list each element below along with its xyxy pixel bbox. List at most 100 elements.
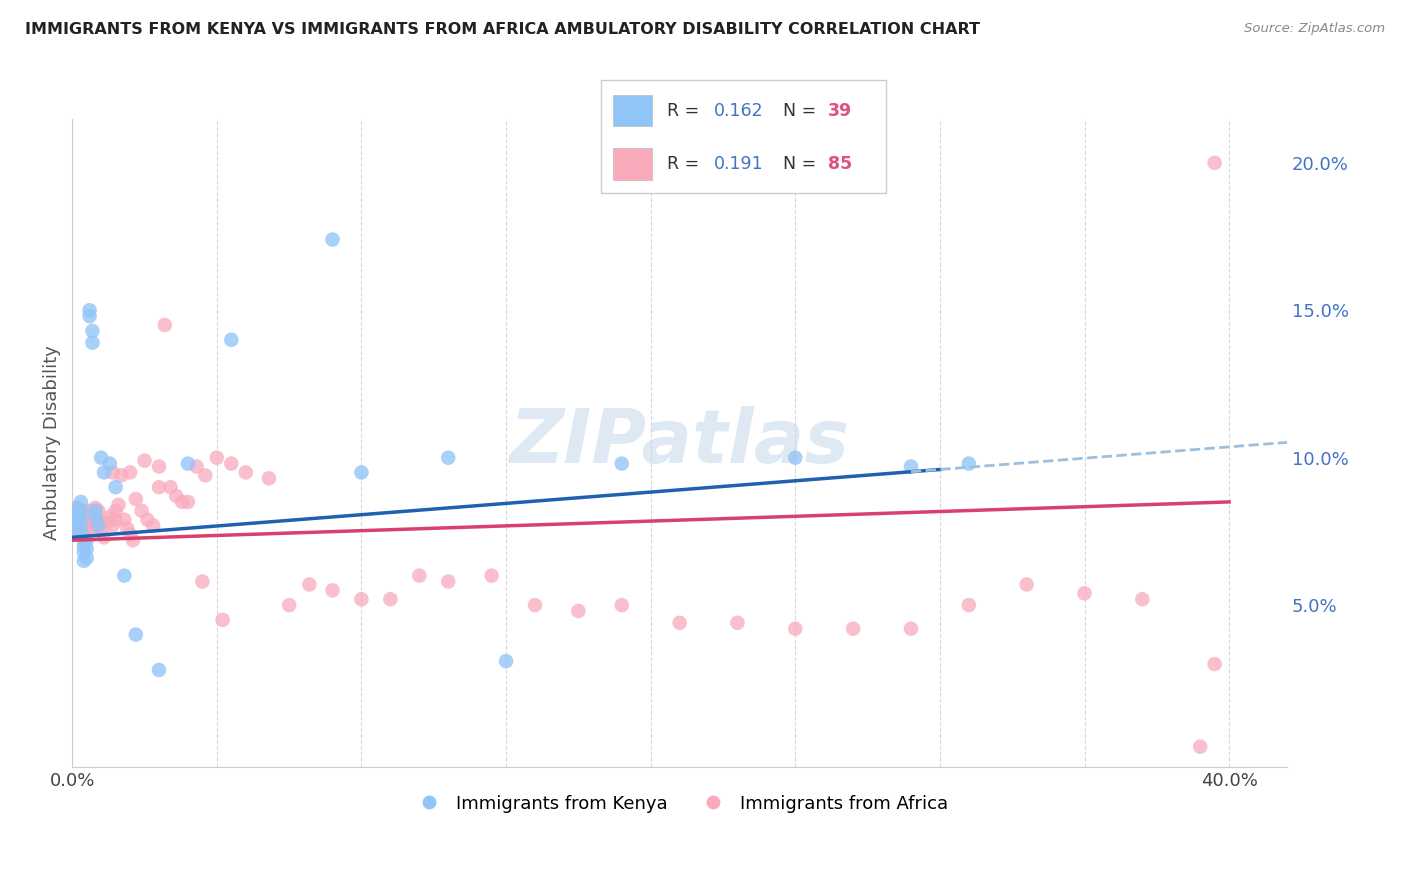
Point (350, 466, 373, 480)
Point (98, 509, 121, 524)
Point (142, 518, 165, 533)
Point (186, 459, 208, 474)
Point (79, 303, 101, 318)
Point (191, 574, 214, 589)
Point (437, 450, 460, 465)
Point (82, 521, 104, 535)
Point (66, 513, 89, 527)
FancyBboxPatch shape (613, 148, 651, 179)
Point (73, 533, 96, 548)
Text: N =: N = (783, 102, 821, 120)
Point (104, 504, 127, 518)
Point (76, 533, 98, 548)
Point (134, 453, 156, 467)
Point (73, 554, 96, 568)
Point (79, 509, 101, 524)
Point (1073, 586, 1095, 600)
Point (148, 663, 170, 677)
Point (211, 613, 233, 627)
Point (131, 504, 153, 518)
Point (76, 521, 98, 535)
Point (221, 457, 243, 471)
Point (524, 598, 547, 612)
Point (257, 471, 280, 485)
Point (278, 598, 301, 612)
Point (298, 577, 321, 591)
Point (66, 504, 89, 518)
Point (73, 516, 96, 530)
Point (90, 516, 112, 530)
Point (104, 480, 127, 494)
Point (120, 466, 142, 480)
Point (842, 622, 865, 636)
Point (900, 622, 922, 636)
Point (668, 615, 690, 630)
Point (408, 568, 430, 582)
Point (87, 518, 110, 533)
Point (495, 654, 517, 668)
Point (84, 518, 107, 533)
Text: N =: N = (783, 155, 821, 173)
Point (76, 550, 98, 565)
Point (610, 457, 633, 471)
Point (115, 521, 138, 535)
Text: 39: 39 (828, 102, 852, 120)
Point (104, 513, 127, 527)
Point (79, 309, 101, 323)
Point (221, 333, 243, 347)
Point (1189, 739, 1212, 754)
Point (380, 592, 402, 607)
Point (63, 513, 86, 527)
Point (82, 324, 104, 338)
Point (350, 592, 373, 607)
Point (84, 509, 107, 524)
Point (96, 516, 118, 530)
Point (1015, 577, 1038, 591)
Point (70, 495, 93, 509)
Point (785, 622, 807, 636)
Text: 0.191: 0.191 (714, 155, 763, 173)
Text: 0.162: 0.162 (714, 102, 763, 120)
Point (93, 466, 115, 480)
Point (125, 627, 148, 641)
FancyBboxPatch shape (600, 79, 886, 194)
Point (194, 468, 217, 483)
Point (66, 524, 89, 539)
Point (437, 574, 460, 589)
Point (1130, 592, 1153, 607)
Point (148, 480, 170, 494)
Text: ZIPatlas: ZIPatlas (509, 407, 849, 480)
Point (73, 545, 96, 559)
Point (177, 495, 200, 509)
Point (63, 504, 86, 518)
Point (122, 533, 145, 548)
Legend: Immigrants from Kenya, Immigrants from Africa: Immigrants from Kenya, Immigrants from A… (404, 788, 955, 820)
Point (205, 450, 228, 465)
Point (90, 450, 112, 465)
Point (76, 504, 98, 518)
Point (1204, 657, 1226, 671)
Point (70, 513, 93, 527)
FancyBboxPatch shape (613, 95, 651, 127)
Point (322, 233, 344, 247)
Point (101, 518, 124, 533)
Point (957, 457, 980, 471)
Point (76, 513, 98, 527)
Point (610, 598, 633, 612)
Point (153, 318, 176, 332)
Point (159, 480, 181, 494)
Point (66, 521, 89, 535)
Point (73, 524, 96, 539)
Point (725, 615, 748, 630)
Point (900, 459, 922, 474)
Point (84, 504, 107, 518)
Text: 85: 85 (828, 155, 852, 173)
Point (1204, 156, 1226, 170)
Point (87, 504, 110, 518)
Point (481, 568, 503, 582)
Point (136, 513, 159, 527)
Point (63, 518, 86, 533)
Point (120, 527, 142, 541)
Point (82, 335, 104, 350)
Point (76, 530, 98, 544)
